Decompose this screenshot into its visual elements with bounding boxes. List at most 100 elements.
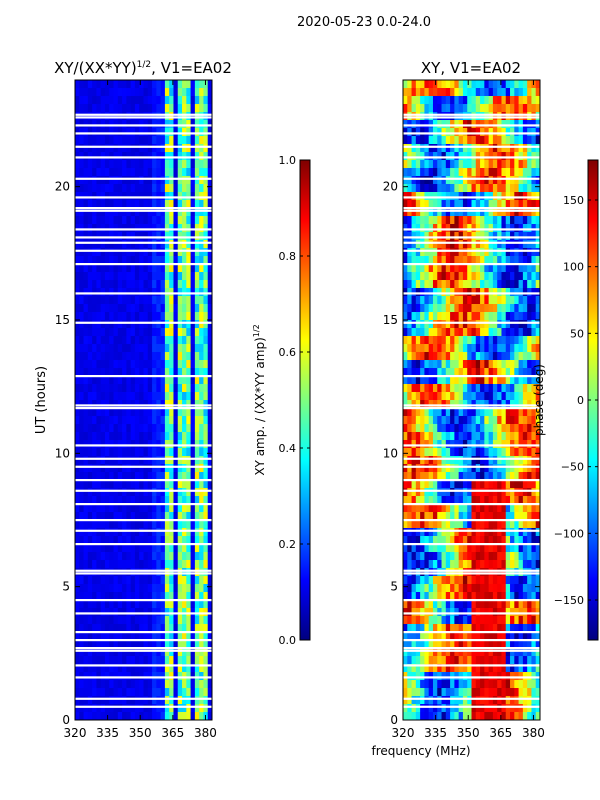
heatmap-cell [415, 104, 421, 113]
heatmap-cell [432, 552, 438, 561]
heatmap-cell [424, 624, 430, 633]
heatmap-cell [83, 184, 89, 193]
heatmap-cell [420, 600, 426, 609]
heatmap-cell [177, 216, 183, 225]
heatmap-cell [458, 208, 464, 217]
heatmap-cell [92, 376, 98, 385]
heatmap-cell [527, 264, 533, 273]
heatmap-cell [134, 192, 140, 201]
heatmap-cell [501, 616, 507, 625]
heatmap-cell [445, 440, 451, 449]
heatmap-cell [147, 152, 153, 161]
heatmap-cell [143, 592, 149, 601]
heatmap-cell [488, 240, 494, 249]
heatmap-cell [441, 624, 447, 633]
heatmap-cell [75, 536, 80, 545]
heatmap-cell [152, 104, 157, 113]
heatmap-cell [173, 664, 179, 673]
heatmap-cell [109, 512, 115, 521]
heatmap-cell [92, 208, 98, 217]
heatmap-cell [190, 624, 196, 633]
heatmap-cell [480, 416, 485, 425]
heatmap-cell [122, 712, 127, 720]
heatmap-cell [87, 240, 93, 249]
heatmap-cell [186, 576, 192, 585]
heatmap-cell [156, 424, 162, 433]
heatmap-cell [445, 496, 451, 505]
heatmap-cell [403, 112, 408, 121]
heatmap-cell [169, 368, 175, 377]
heatmap-cell [415, 408, 421, 417]
heatmap-cell [173, 352, 179, 361]
heatmap-cell [92, 96, 98, 105]
heatmap-cell [522, 128, 528, 137]
heatmap-cell [510, 552, 515, 561]
heatmap-cell [497, 360, 503, 369]
heatmap-cell [199, 272, 205, 281]
heatmap-cell [535, 280, 540, 289]
heatmap-cell [139, 216, 145, 225]
heatmap-cell [531, 352, 537, 361]
heatmap-cell [492, 488, 498, 497]
heatmap-cell [134, 216, 140, 225]
heatmap-cell [467, 648, 473, 657]
heatmap-cell [169, 200, 175, 209]
heatmap-cell [117, 584, 123, 593]
heatmap-cell [501, 632, 507, 641]
heatmap-cell [450, 560, 455, 569]
heatmap-cell [147, 104, 153, 113]
heatmap-cell [432, 632, 438, 641]
heatmap-cell [92, 576, 98, 585]
heatmap-cell [411, 600, 417, 609]
heatmap-cell [130, 304, 136, 313]
heatmap-cell [122, 536, 127, 545]
heatmap-cell [173, 608, 179, 617]
heatmap-cell [156, 352, 162, 361]
heatmap-cell [480, 160, 485, 169]
heatmap-cell [403, 200, 408, 209]
heatmap-cell [173, 88, 179, 97]
heatmap-cell [75, 504, 80, 513]
heatmap-cell [475, 136, 481, 145]
heatmap-cell [407, 576, 413, 585]
heatmap-cell [156, 144, 162, 153]
flagged-time-row [75, 292, 212, 295]
heatmap-cell [173, 488, 179, 497]
heatmap-cell [109, 160, 115, 169]
heatmap-cell [130, 112, 136, 121]
heatmap-cell [480, 512, 485, 521]
heatmap-cell [535, 648, 540, 657]
heatmap-cell [130, 368, 136, 377]
heatmap-cell [501, 128, 507, 137]
heatmap-cell [432, 304, 438, 313]
heatmap-cell [462, 408, 468, 417]
heatmap-cell [177, 448, 183, 457]
heatmap-cell [122, 664, 127, 673]
heatmap-cell [139, 144, 145, 153]
heatmap-cell [535, 80, 540, 89]
heatmap-cell [475, 128, 481, 137]
heatmap-cell [510, 384, 515, 393]
heatmap-cell [207, 200, 212, 209]
heatmap-cell [130, 528, 136, 537]
heatmap-cell [75, 168, 80, 177]
heatmap-cell [428, 616, 434, 625]
heatmap-cell [497, 296, 503, 305]
heatmap-cell [420, 480, 426, 489]
heatmap-cell [113, 416, 119, 425]
heatmap-cell [428, 592, 434, 601]
heatmap-cell [475, 272, 481, 281]
heatmap-cell [194, 312, 200, 321]
heatmap-cell [424, 88, 430, 97]
heatmap-cell [164, 184, 170, 193]
heatmap-cell [147, 240, 153, 249]
heatmap-cell [117, 688, 123, 697]
heatmap-cell [156, 328, 162, 337]
heatmap-cell [143, 136, 149, 145]
heatmap-cell [203, 376, 209, 385]
heatmap-cell [117, 680, 123, 689]
heatmap-cell [527, 96, 533, 105]
heatmap-cell [480, 128, 485, 137]
heatmap-cell [415, 96, 421, 105]
heatmap-cell [531, 128, 537, 137]
